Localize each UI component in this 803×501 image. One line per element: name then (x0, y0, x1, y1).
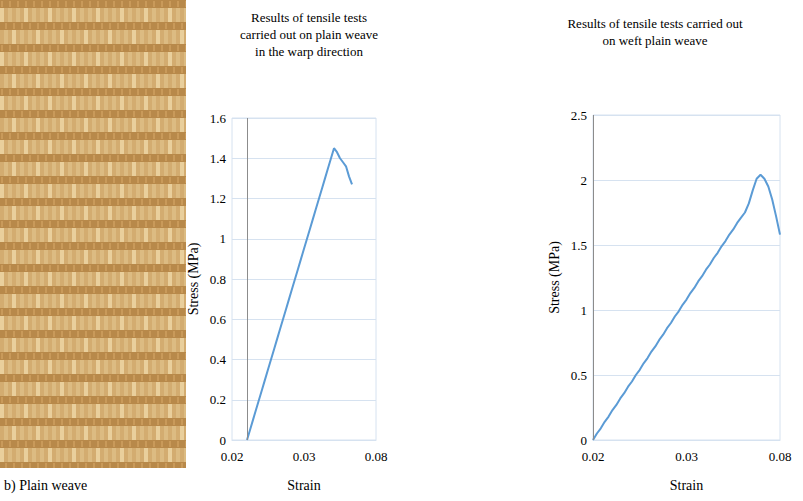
html-text:b) Plain weave: b) Plain weave (4, 478, 88, 493)
svg-text:1.6: 1.6 (210, 111, 227, 126)
svg-text:1.5: 1.5 (571, 238, 587, 253)
svg-text:carried out on plain weave: carried out on plain weave (240, 27, 378, 42)
svg-text:1.4: 1.4 (210, 151, 227, 166)
svg-text:0.2: 0.2 (210, 392, 226, 407)
svg-text:0.8: 0.8 (210, 272, 226, 287)
svg-text:2: 2 (581, 173, 588, 188)
svg-text:0.08: 0.08 (365, 449, 388, 464)
svg-text:0.03: 0.03 (675, 449, 698, 464)
svg-text:0.5: 0.5 (571, 368, 587, 383)
svg-text:Stress (MPa): Stress (MPa) (186, 242, 202, 315)
svg-text:in the warp direction: in the warp direction (255, 44, 363, 59)
svg-text:Results of tensile tests carri: Results of tensile tests carried out (567, 16, 742, 31)
svg-text:0: 0 (581, 433, 588, 448)
svg-text:0.08: 0.08 (769, 449, 792, 464)
svg-text:0.6: 0.6 (210, 312, 227, 327)
svg-text:Stress (MPa): Stress (MPa) (547, 241, 563, 314)
svg-text:1: 1 (220, 231, 227, 246)
svg-text:0: 0 (220, 433, 227, 448)
svg-text:0.02: 0.02 (221, 449, 244, 464)
svg-text:0.02: 0.02 (582, 449, 605, 464)
svg-text:0.03: 0.03 (293, 449, 316, 464)
svg-text:Strain: Strain (670, 478, 703, 493)
svg-text:1.2: 1.2 (210, 191, 226, 206)
svg-text:2.5: 2.5 (571, 108, 587, 123)
svg-text:0.4: 0.4 (210, 352, 227, 367)
svg-text:Strain: Strain (287, 478, 320, 493)
svg-text:on weft plain weave: on weft plain weave (602, 33, 707, 48)
svg-text:Results of tensile tests: Results of tensile tests (251, 10, 367, 25)
svg-text:1: 1 (581, 303, 588, 318)
